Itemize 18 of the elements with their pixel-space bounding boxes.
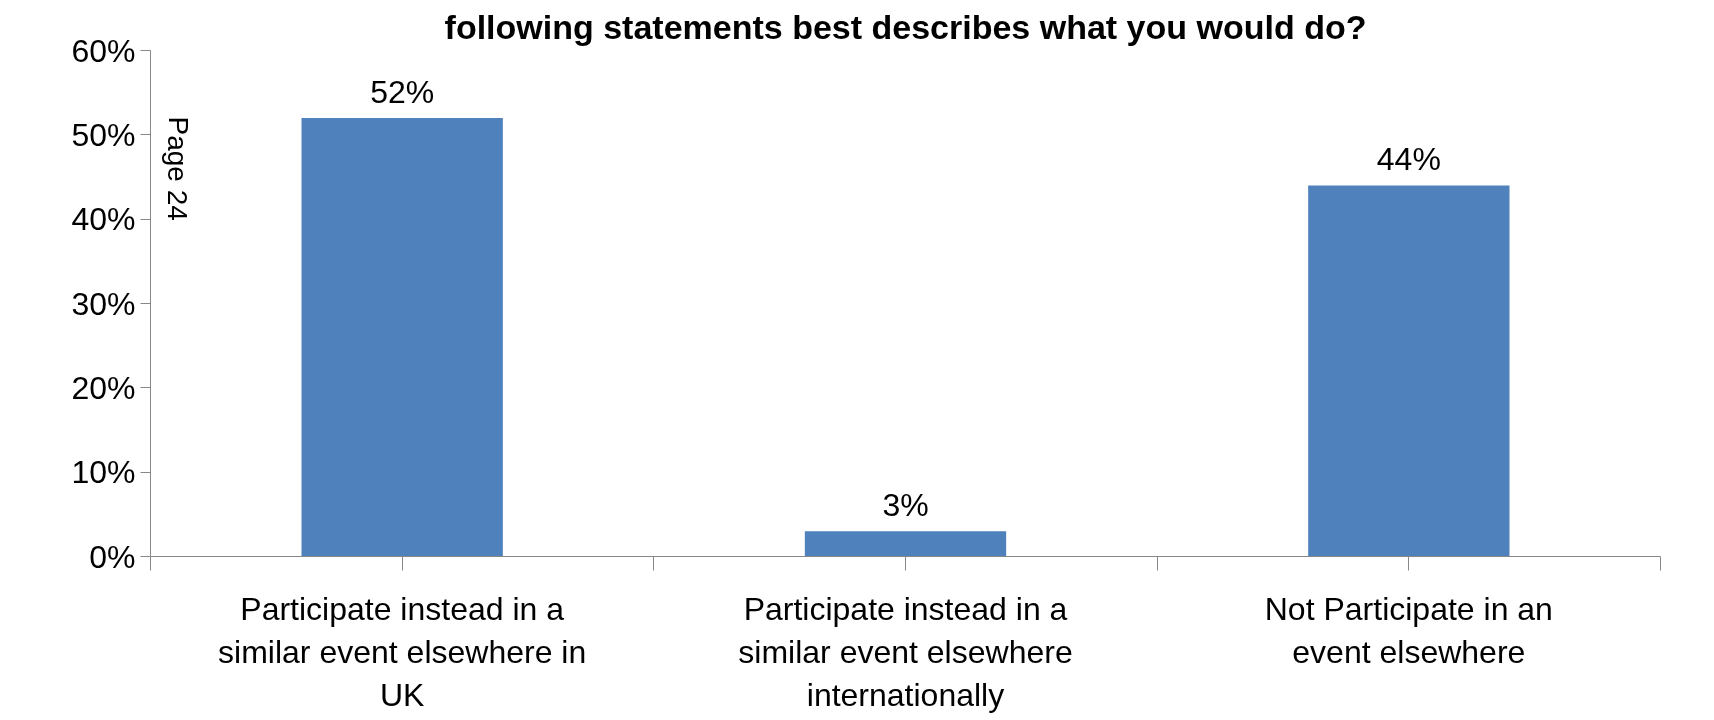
data-label: 3% [882, 487, 929, 524]
annotation: Page 24 [162, 116, 194, 221]
x-tick-label: Participate instead in a similar event elsewhere internationally [738, 590, 1073, 713]
y-tick-label: 40% [71, 201, 136, 238]
data-label: 44% [1376, 141, 1441, 178]
bar [301, 117, 503, 557]
chart-title: following statements best describes what you would do? [444, 7, 1367, 46]
bar [1308, 185, 1510, 557]
y-tick-label: 0% [89, 538, 136, 575]
y-tick-label: 30% [71, 285, 136, 322]
bar [804, 531, 1007, 557]
y-tick-label: 60% [71, 32, 136, 69]
y-tick-label: 20% [71, 369, 136, 406]
data-label: 52% [370, 73, 435, 110]
y-tick-label: 50% [71, 116, 136, 153]
x-tick-label: Participate instead in a similar event elsewhere in UK [218, 590, 587, 713]
x-tick-label: Not Participate in an event elsewhere [1264, 590, 1553, 670]
y-tick-label: 10% [71, 454, 136, 491]
